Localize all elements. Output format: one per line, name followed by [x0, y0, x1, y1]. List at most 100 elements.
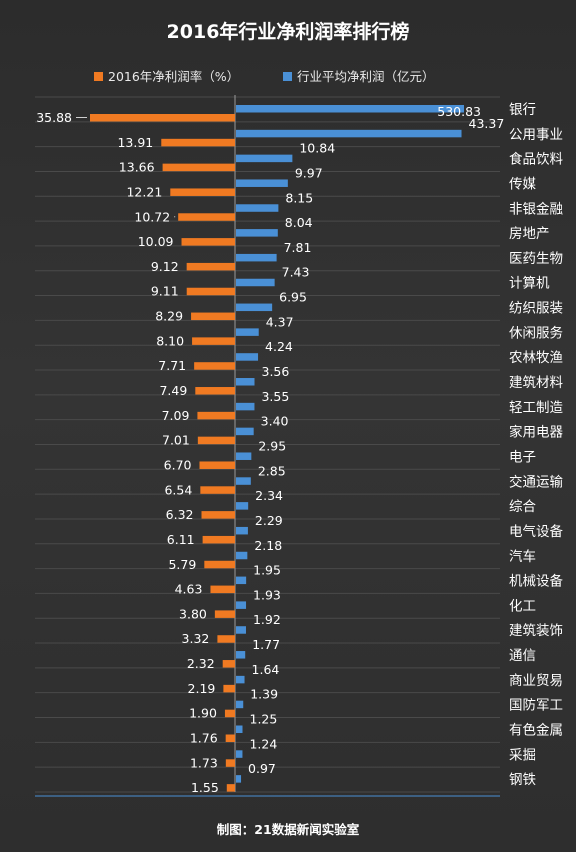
bar-profit-margin — [186, 287, 235, 296]
category-label: 电气设备 — [509, 523, 563, 540]
value-label-avg-profit: 43.37 — [469, 116, 505, 131]
bar-profit-margin — [186, 262, 235, 271]
category-label: 国防军工 — [509, 698, 563, 714]
category-label: 综合 — [509, 499, 537, 515]
category-label: 农林牧渔 — [509, 350, 563, 366]
value-label-profit-margin: 35.88 — [36, 110, 72, 125]
category-label: 建筑材料 — [509, 375, 563, 391]
bar-profit-margin — [197, 436, 235, 445]
bar-profit-margin — [204, 560, 235, 569]
value-label-avg-profit: 1.92 — [253, 612, 281, 627]
value-label-avg-profit: 530.83 — [437, 104, 481, 119]
legend-label-profit-margin: 2016年净利润率（%） — [108, 69, 239, 84]
value-label-profit-margin: 1.73 — [190, 755, 218, 770]
category-label: 化工 — [509, 598, 536, 614]
value-label-avg-profit: 2.29 — [255, 513, 283, 528]
bar-avg-profit — [236, 576, 247, 585]
value-label-profit-margin: 7.49 — [159, 383, 187, 398]
category-label: 电子 — [509, 449, 536, 465]
value-label-avg-profit: 2.18 — [254, 538, 282, 553]
value-label-profit-margin: 6.11 — [167, 532, 195, 547]
value-label-profit-margin: 10.72 — [134, 209, 170, 224]
value-label-profit-margin: 8.29 — [155, 309, 183, 324]
bar-avg-profit — [236, 204, 279, 212]
bar-profit-margin — [223, 684, 235, 693]
bar-avg-profit — [236, 253, 277, 262]
value-label-avg-profit: 1.95 — [253, 563, 281, 578]
bar-avg-profit — [236, 750, 243, 758]
bar-avg-profit — [236, 229, 278, 237]
value-label-profit-margin: 1.76 — [190, 731, 218, 746]
chart-title: 2016年行业净利润率排行榜 — [167, 20, 410, 43]
bar-profit-margin — [192, 337, 235, 345]
plot-area: 530.83 35.88 银行 43.37 13.91 公用事业 10.84 13.66 食品饮… — [35, 95, 563, 797]
bar-avg-profit — [236, 502, 249, 510]
value-label-profit-margin: 12.21 — [126, 184, 162, 199]
value-label-avg-profit: 2.34 — [255, 488, 283, 503]
category-label: 机械设备 — [509, 573, 563, 590]
value-label-avg-profit: 2.95 — [258, 438, 286, 453]
value-label-profit-margin: 1.55 — [191, 780, 219, 795]
value-label-avg-profit: 1.64 — [252, 662, 280, 677]
bar-avg-profit — [236, 551, 248, 560]
value-label-avg-profit: 1.39 — [250, 687, 278, 702]
bar-avg-profit — [236, 725, 243, 733]
category-label: 公用事业 — [509, 127, 563, 143]
category-label: 休闲服务 — [509, 325, 563, 341]
bar-profit-margin — [162, 163, 235, 172]
value-label-profit-margin: 8.10 — [156, 333, 184, 348]
value-label-profit-margin: 4.63 — [175, 582, 203, 597]
category-label: 汽车 — [509, 548, 536, 565]
bar-avg-profit — [236, 179, 288, 187]
bar-profit-margin — [197, 411, 235, 420]
value-label-avg-profit: 9.97 — [295, 165, 323, 180]
bar-profit-margin — [200, 486, 235, 494]
bar-profit-margin — [178, 213, 235, 221]
value-label-avg-profit: 1.93 — [253, 587, 281, 602]
category-label: 商业贸易 — [509, 673, 563, 689]
value-label-avg-profit: 1.77 — [252, 637, 280, 652]
bar-profit-margin — [161, 138, 235, 147]
bar-profit-margin — [202, 535, 235, 544]
bar-profit-margin — [195, 387, 235, 395]
value-label-avg-profit: 7.43 — [282, 265, 310, 280]
footer-credit: 制图：21数据新闻实验室 — [217, 822, 360, 837]
bar-avg-profit — [236, 626, 246, 634]
legend: 2016年净利润率（%） 行业平均净利润（亿元） — [94, 69, 435, 84]
value-label-profit-margin: 2.32 — [187, 656, 215, 671]
bar-avg-profit — [236, 526, 248, 535]
bar-profit-margin — [226, 784, 235, 792]
value-label-profit-margin: 7.09 — [162, 408, 190, 423]
bar-avg-profit — [236, 303, 273, 312]
bar-avg-profit — [236, 651, 246, 659]
category-label: 食品饮料 — [509, 151, 563, 168]
value-label-avg-profit: 1.25 — [250, 712, 278, 727]
bar-profit-margin — [210, 585, 235, 594]
bar-avg-profit — [236, 378, 255, 386]
bar-profit-margin — [214, 610, 235, 618]
bar-avg-profit — [236, 477, 251, 485]
value-label-avg-profit: 3.55 — [261, 389, 289, 404]
category-label: 非银金融 — [509, 201, 563, 217]
value-label-profit-margin: 1.90 — [189, 706, 217, 721]
value-label-avg-profit: 3.40 — [261, 414, 289, 429]
bar-profit-margin — [225, 734, 235, 742]
category-label: 采掘 — [509, 747, 536, 763]
value-label-profit-margin: 6.32 — [166, 507, 194, 522]
bar-profit-margin — [194, 362, 235, 370]
category-label: 有色金属 — [509, 722, 563, 739]
value-label-avg-profit: 10.84 — [299, 141, 335, 156]
bar-avg-profit — [236, 105, 464, 113]
value-label-avg-profit: 1.24 — [249, 736, 277, 751]
bar-profit-margin — [181, 238, 235, 246]
value-label-profit-margin: 3.80 — [179, 606, 207, 621]
category-label: 家用电器 — [509, 424, 563, 441]
bar-avg-profit — [236, 402, 255, 411]
value-label-profit-margin: 3.32 — [182, 631, 210, 646]
category-label: 传媒 — [509, 176, 537, 192]
value-label-profit-margin: 2.19 — [188, 681, 216, 696]
bar-avg-profit — [236, 278, 275, 287]
bar-profit-margin — [217, 635, 235, 643]
bar-profit-margin — [201, 511, 235, 519]
